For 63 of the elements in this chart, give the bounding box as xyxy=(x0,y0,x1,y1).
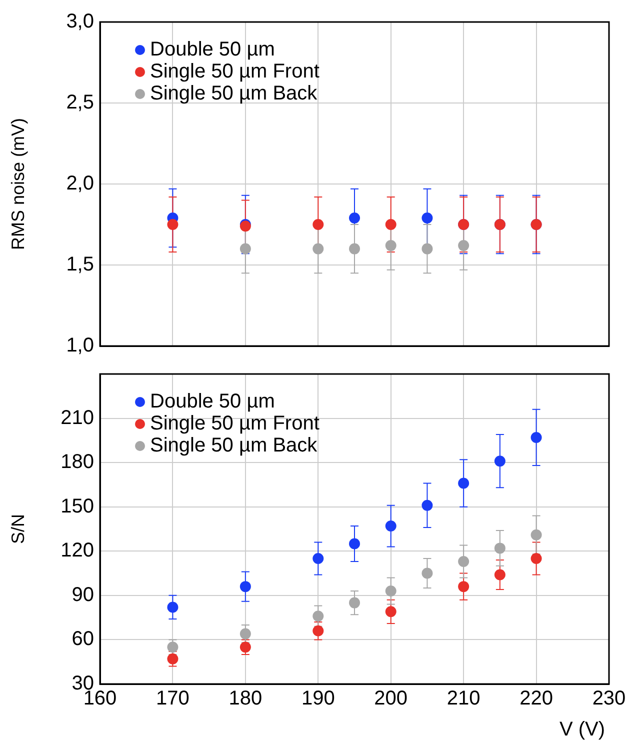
point xyxy=(240,642,251,653)
legend-label: Single 50 µm Front xyxy=(150,60,320,83)
x-tick-label: 180 xyxy=(228,688,262,710)
point xyxy=(167,602,178,613)
point xyxy=(494,569,506,580)
point xyxy=(240,243,251,254)
x-tick-label: 170 xyxy=(156,688,190,710)
point xyxy=(312,625,324,636)
y-tick-label: 1,5 xyxy=(66,254,94,276)
point xyxy=(422,568,433,579)
x-tick-label: 230 xyxy=(592,688,626,710)
point xyxy=(385,586,396,596)
y-tick-label: 120 xyxy=(60,540,94,562)
point xyxy=(458,581,470,592)
point xyxy=(530,529,542,540)
point xyxy=(422,212,433,224)
y-tick-label: 1,0 xyxy=(66,334,94,357)
y-tick-label: 90 xyxy=(72,584,94,606)
x-tick-label: 200 xyxy=(374,688,408,710)
legend-label: Single 50 µm Back xyxy=(150,434,318,457)
point xyxy=(312,553,324,564)
point xyxy=(312,610,324,622)
legend-label: Single 50 µm Back xyxy=(150,82,318,105)
y-tick-label: 60 xyxy=(72,628,94,650)
legend-label: Double 50 µm xyxy=(150,390,275,413)
y-tick-label: 2,0 xyxy=(66,172,94,195)
legend-label: Double 50 µm xyxy=(150,38,275,61)
point xyxy=(349,597,360,608)
point xyxy=(422,243,433,254)
point xyxy=(349,538,360,550)
point xyxy=(240,628,251,640)
point xyxy=(385,520,396,532)
y-tick-label: 3,0 xyxy=(66,10,94,33)
point xyxy=(458,478,470,489)
point xyxy=(312,219,324,230)
point xyxy=(530,432,542,443)
point xyxy=(458,556,470,567)
point xyxy=(349,212,360,224)
point xyxy=(494,456,506,467)
x-axis-title: V (V) xyxy=(559,718,605,741)
point xyxy=(385,219,396,230)
point xyxy=(385,240,396,252)
point xyxy=(312,243,324,254)
y-tick-label: 2,5 xyxy=(66,92,94,114)
y-axis-title: S/N xyxy=(8,514,28,544)
point xyxy=(167,219,178,230)
y-tick-label: 180 xyxy=(60,451,94,474)
y-tick-label: 210 xyxy=(60,406,94,429)
point xyxy=(240,581,251,592)
point xyxy=(422,500,433,511)
point xyxy=(530,553,542,564)
point xyxy=(167,642,178,653)
x-tick-label: 210 xyxy=(446,688,480,710)
x-tick-label: 220 xyxy=(520,688,553,710)
point xyxy=(349,243,360,254)
point xyxy=(458,240,470,252)
legend-label: Single 50 µm Front xyxy=(150,412,320,435)
x-tick-label: 190 xyxy=(301,688,335,710)
y-axis-title: RMS noise (mV) xyxy=(8,118,28,250)
point xyxy=(385,606,396,618)
point xyxy=(167,653,178,664)
y-tick-label: 150 xyxy=(60,495,94,518)
point xyxy=(494,542,506,554)
